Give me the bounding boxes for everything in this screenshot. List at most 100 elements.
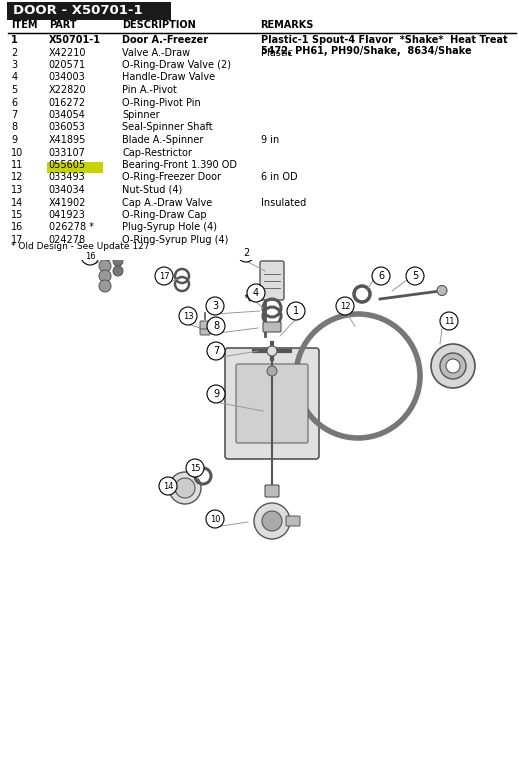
Text: 17: 17: [11, 235, 23, 245]
Circle shape: [99, 260, 111, 272]
Text: 4: 4: [11, 73, 17, 83]
Text: 9 in: 9 in: [261, 135, 279, 145]
Text: ITEM: ITEM: [11, 20, 38, 30]
Text: X50701-1: X50701-1: [49, 35, 101, 45]
FancyBboxPatch shape: [47, 162, 103, 173]
FancyBboxPatch shape: [265, 485, 279, 497]
Text: 6: 6: [378, 271, 384, 281]
Text: Insulated: Insulated: [261, 198, 306, 208]
Circle shape: [267, 346, 277, 356]
Text: Plastic-1 Spout-4 Flavor  *Shake*  Heat Treat: Plastic-1 Spout-4 Flavor *Shake* Heat Tr…: [261, 35, 507, 45]
Circle shape: [446, 359, 460, 373]
Text: Cap A.-Draw Valve: Cap A.-Draw Valve: [122, 198, 212, 208]
Circle shape: [99, 280, 111, 292]
FancyBboxPatch shape: [200, 327, 210, 335]
Circle shape: [113, 246, 123, 256]
Text: Cap-Restrictor: Cap-Restrictor: [122, 148, 192, 158]
Text: 3: 3: [11, 60, 17, 70]
Text: Seal-Spinner Shaft: Seal-Spinner Shaft: [122, 123, 213, 133]
Text: O-Ring-Draw Cap: O-Ring-Draw Cap: [122, 210, 207, 220]
Circle shape: [267, 366, 277, 376]
Text: Bearing-Front 1.390 OD: Bearing-Front 1.390 OD: [122, 160, 237, 170]
Text: Valve A.-Draw: Valve A.-Draw: [122, 47, 190, 57]
Circle shape: [113, 266, 123, 276]
Circle shape: [186, 459, 204, 477]
Text: 033493: 033493: [49, 172, 86, 182]
Text: X22820: X22820: [49, 85, 86, 95]
Circle shape: [254, 503, 290, 539]
Text: X41902: X41902: [49, 198, 86, 208]
FancyBboxPatch shape: [263, 322, 281, 332]
Circle shape: [155, 267, 173, 285]
FancyBboxPatch shape: [260, 261, 284, 300]
Text: 016272: 016272: [49, 97, 86, 107]
Text: 15: 15: [190, 463, 200, 473]
Text: DESCRIPTION: DESCRIPTION: [122, 20, 196, 30]
Text: 5: 5: [412, 271, 418, 281]
Text: 10: 10: [11, 148, 23, 158]
Text: 034034: 034034: [49, 185, 86, 195]
Text: 7: 7: [11, 110, 17, 120]
Text: 026278 *: 026278 *: [49, 222, 94, 233]
FancyBboxPatch shape: [7, 2, 171, 20]
Text: 10: 10: [210, 515, 220, 523]
Text: 2: 2: [11, 47, 17, 57]
Circle shape: [336, 297, 354, 315]
Text: X41895: X41895: [49, 135, 86, 145]
Text: 6: 6: [11, 97, 17, 107]
Text: Door A.-Freezer: Door A.-Freezer: [122, 35, 208, 45]
Text: 034054: 034054: [49, 110, 86, 120]
Text: 14: 14: [11, 198, 23, 208]
Circle shape: [113, 256, 123, 266]
Circle shape: [437, 286, 447, 296]
Circle shape: [207, 317, 225, 335]
Text: O-Ring-Syrup Plug (4): O-Ring-Syrup Plug (4): [122, 235, 228, 245]
Circle shape: [169, 472, 201, 504]
Text: PART: PART: [49, 20, 76, 30]
Circle shape: [372, 267, 390, 285]
Text: 034003: 034003: [49, 73, 86, 83]
Text: O-Ring-Pivot Pin: O-Ring-Pivot Pin: [122, 97, 201, 107]
Text: 041923: 041923: [49, 210, 86, 220]
Circle shape: [159, 477, 177, 495]
Text: REMARKS: REMARKS: [261, 20, 314, 30]
Text: O-Ring-Draw Valve (2): O-Ring-Draw Valve (2): [122, 60, 231, 70]
Circle shape: [262, 511, 282, 531]
Text: 5472, PH61, PH90/Shake,  8634/Shake: 5472, PH61, PH90/Shake, 8634/Shake: [261, 46, 471, 56]
Text: 11: 11: [444, 316, 454, 326]
Text: 4: 4: [253, 288, 259, 298]
Text: 6 in OD: 6 in OD: [261, 172, 297, 182]
Text: Blade A.-Spinner: Blade A.-Spinner: [122, 135, 203, 145]
Text: 024278: 024278: [49, 235, 86, 245]
Circle shape: [81, 247, 99, 265]
FancyBboxPatch shape: [286, 516, 300, 526]
FancyBboxPatch shape: [236, 364, 308, 443]
Text: 1: 1: [293, 306, 299, 316]
Circle shape: [99, 270, 111, 282]
Text: 12: 12: [11, 172, 23, 182]
Text: 17: 17: [159, 271, 169, 280]
Text: 13: 13: [183, 312, 193, 320]
FancyBboxPatch shape: [225, 348, 319, 459]
Text: Plastic: Plastic: [261, 47, 293, 57]
Text: 036053: 036053: [49, 123, 86, 133]
Text: X42210: X42210: [49, 47, 86, 57]
Text: 020571: 020571: [49, 60, 86, 70]
Text: DOOR - X50701-1: DOOR - X50701-1: [13, 5, 143, 18]
Circle shape: [247, 284, 265, 302]
Text: 8: 8: [11, 123, 17, 133]
Text: 9: 9: [11, 135, 17, 145]
Text: 14: 14: [163, 482, 173, 490]
Circle shape: [206, 510, 224, 528]
Text: 8: 8: [213, 321, 219, 331]
Text: 5: 5: [11, 85, 17, 95]
Text: 2: 2: [243, 248, 249, 258]
Text: 033107: 033107: [49, 148, 86, 158]
Circle shape: [237, 244, 255, 262]
FancyBboxPatch shape: [200, 321, 210, 329]
Text: O-Ring-Freezer Door: O-Ring-Freezer Door: [122, 172, 221, 182]
Circle shape: [406, 267, 424, 285]
Text: 16: 16: [11, 222, 23, 233]
Circle shape: [287, 302, 305, 320]
Circle shape: [179, 307, 197, 325]
